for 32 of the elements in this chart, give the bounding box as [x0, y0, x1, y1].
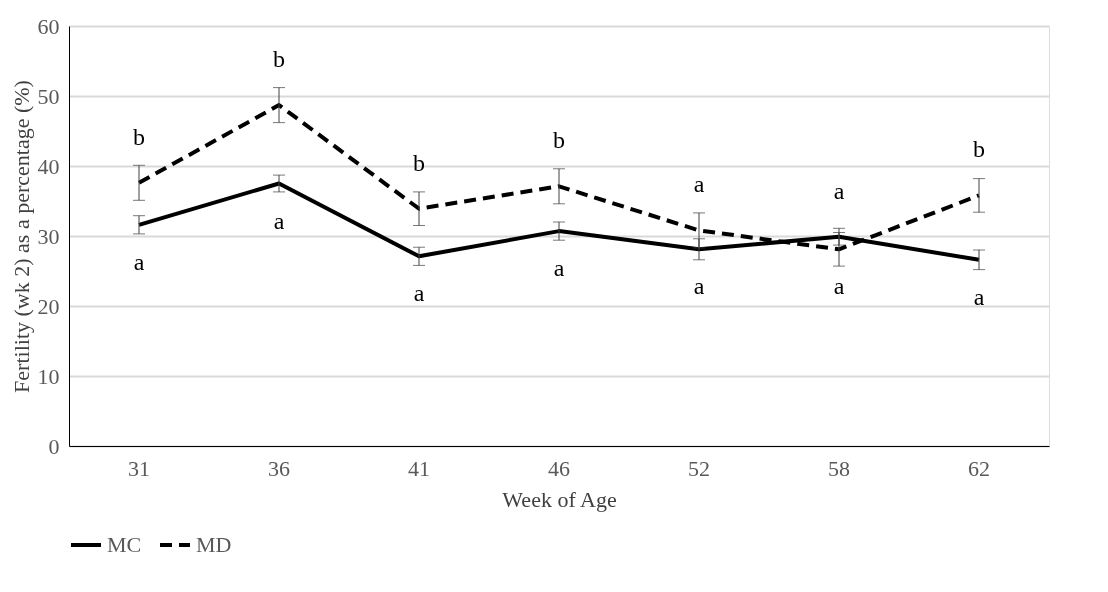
- annotation: a: [693, 171, 705, 198]
- annotation: b: [553, 127, 565, 154]
- annotation: a: [273, 207, 285, 234]
- x-tick-label: 31: [128, 455, 150, 481]
- y-tick-label: 30: [37, 223, 60, 249]
- y-tick-label: 60: [37, 13, 60, 39]
- annotation: a: [693, 273, 705, 300]
- x-axis-title: Week of Age: [502, 486, 617, 512]
- annotation: a: [833, 177, 845, 204]
- y-tick-label: 50: [37, 83, 60, 109]
- y-axis-title: Fertility (wk 2) as a percentage (%): [8, 80, 34, 393]
- annotation: b: [413, 149, 425, 176]
- y-tick-label: 0: [48, 433, 60, 459]
- annotation: b: [133, 123, 145, 150]
- y-tick-label: 10: [37, 363, 60, 389]
- x-tick-label: 46: [548, 455, 570, 481]
- legend-label: MC: [107, 532, 142, 557]
- annotation: b: [973, 136, 985, 163]
- annotation: a: [413, 280, 425, 307]
- annotation: a: [833, 273, 845, 300]
- x-tick-label: 58: [828, 455, 850, 481]
- annotation: a: [133, 248, 145, 275]
- x-tick-label: 36: [268, 455, 290, 481]
- x-tick-label: 41: [408, 455, 430, 481]
- y-tick-label: 40: [37, 153, 60, 179]
- y-tick-label: 20: [37, 293, 60, 319]
- annotation: a: [973, 283, 985, 310]
- legend-label: MD: [196, 532, 232, 557]
- x-tick-label: 52: [688, 455, 710, 481]
- annotation: a: [553, 255, 565, 282]
- x-tick-label: 62: [968, 455, 990, 481]
- annotation: b: [273, 46, 285, 73]
